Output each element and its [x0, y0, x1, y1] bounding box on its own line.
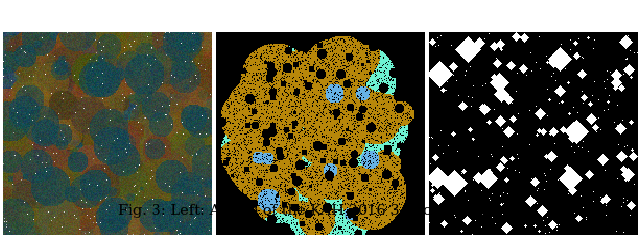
Text: Fig. 3: Left: A crop of the KAH 2016 3 photomosaic im: Fig. 3: Left: A crop of the KAH 2016 3 p…	[118, 204, 522, 218]
